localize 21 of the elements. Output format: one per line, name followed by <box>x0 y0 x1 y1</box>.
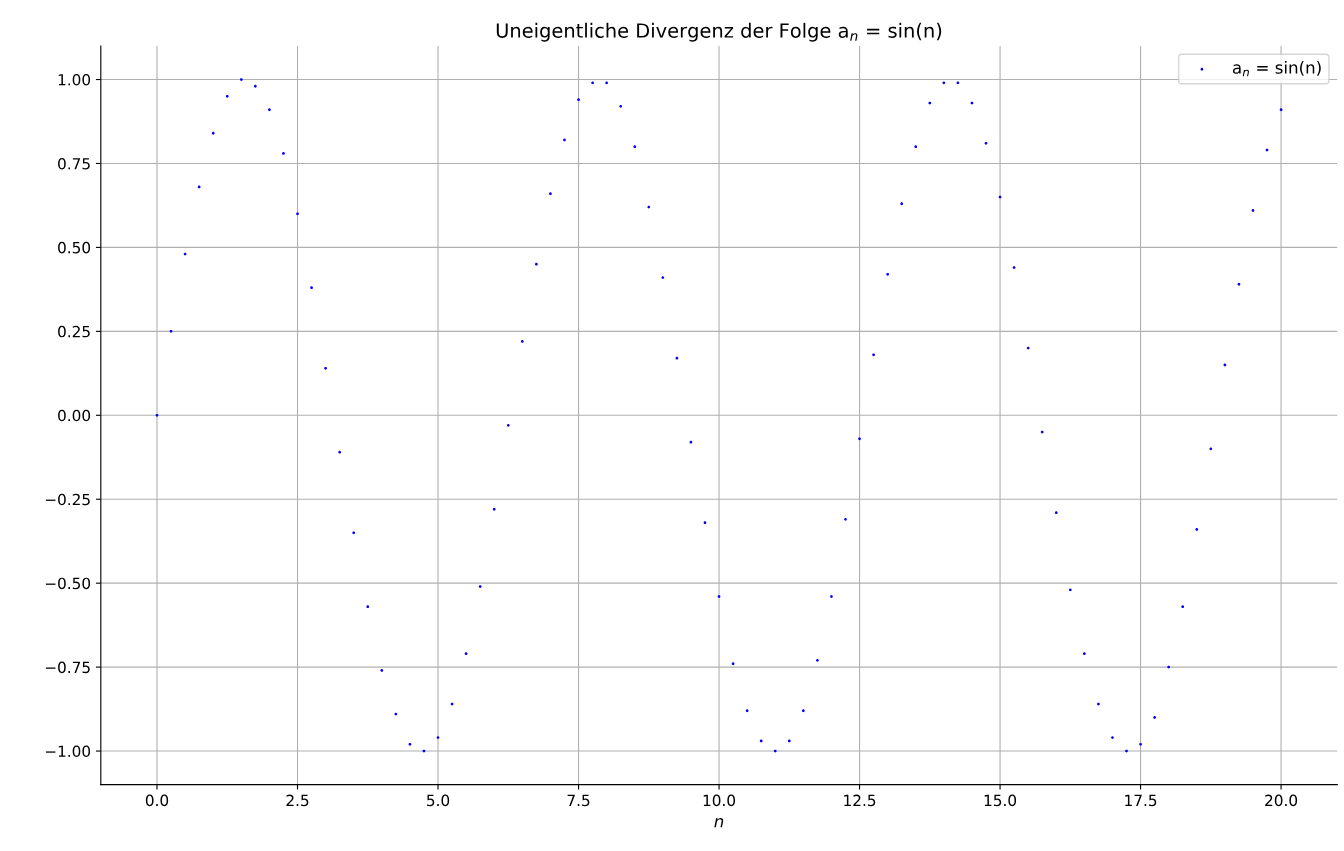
chart-title: Uneigentliche Divergenz der Folge a$_{n}$ = sin(n) <box>496 22 942 42</box>
y-tick-label: 1.00 <box>58 74 91 86</box>
x-tick-label: 15.0 <box>984 794 1017 807</box>
x-tick-label: 5.0 <box>427 794 450 807</box>
y-tick-label: 0.25 <box>58 325 90 338</box>
x-tick-label: 20.0 <box>1265 794 1298 807</box>
x-tick-label: 12.5 <box>844 794 876 807</box>
y-tick-label: −0.25 <box>45 493 90 506</box>
x-tick-label: 10.0 <box>703 794 736 807</box>
y-tick-label: −1.00 <box>45 745 91 758</box>
x-tick-label: 7.5 <box>567 794 590 807</box>
y-tick-label: −0.50 <box>45 577 91 590</box>
x-tick-label: 0.0 <box>145 794 169 807</box>
x-tick-label: 17.5 <box>1125 794 1157 807</box>
x-tick-label: 2.5 <box>286 794 309 807</box>
y-tick-label: 0.75 <box>58 157 90 170</box>
x-axis-title: n <box>714 818 724 828</box>
y-tick-label: 0.00 <box>58 409 91 422</box>
legend-label: a$_{n}$ = sin(n) <box>1232 60 1321 77</box>
y-tick-label: 0.50 <box>58 241 91 254</box>
y-tick-label: −0.75 <box>45 661 90 674</box>
